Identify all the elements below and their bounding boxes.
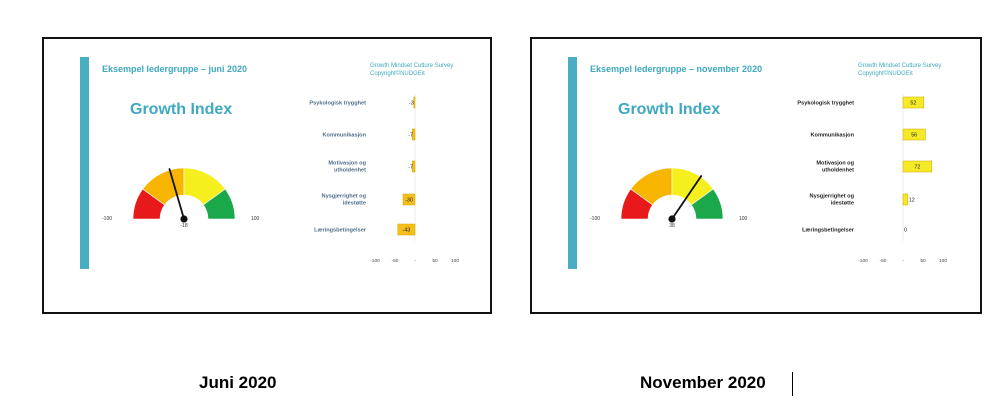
survey-copyright: Growth Mindset Culture Survey Copyright©… (370, 62, 453, 78)
bar-value-label: 56 (911, 133, 917, 139)
gauge-needle-hub (668, 215, 676, 223)
gauge-min-label: -100 (590, 216, 601, 222)
slide-title: Eksempel ledergruppe – juni 2020 (102, 64, 248, 74)
category-label: Nysgjerrighet og idestøtte (322, 194, 367, 207)
category-label: Læringsbetingelser (802, 228, 855, 234)
x-tick-label: -100 (370, 258, 380, 264)
bar-value-label: 0 (904, 228, 907, 234)
accent-side-bar (568, 57, 577, 269)
gauge-needle-hub (180, 215, 188, 223)
gauge-max-label: 100 (251, 216, 260, 222)
bar (902, 160, 933, 173)
survey-copyright: Growth Mindset Culture Survey Copyright©… (858, 62, 941, 78)
accent-side-bar (80, 57, 89, 269)
category-label: Psykologisk trygghet (797, 101, 854, 107)
category-label: Nysgjerrighet og idestøtte (810, 194, 855, 207)
text-cursor (792, 372, 793, 396)
gauge-band-3 (202, 188, 236, 220)
bar (411, 160, 416, 173)
gauge-value-label: 38 (669, 223, 675, 229)
growth-index-gauge (132, 167, 236, 223)
gauge-value-label: -18 (180, 223, 188, 229)
gauge-title: Growth Index (130, 101, 233, 118)
caption-november: November 2020 (640, 373, 766, 392)
gauge-needle (671, 175, 703, 220)
dimension-bar-chart: Psykologisk trygghet -3 Kommunikasjon -7 Mot… (309, 94, 459, 264)
x-tick-label: 100 (451, 258, 459, 264)
x-tick-label: 50 (920, 258, 926, 264)
copyright-text: Copyright©NUDGEit (858, 71, 913, 77)
slide-november: Eksempel ledergruppe – november 2020 Gro… (530, 37, 982, 314)
bar-value-label: -3 (409, 101, 414, 107)
slide-juni: Eksempel ledergruppe – juni 2020 Growth … (42, 37, 492, 314)
gauge-max-label: 100 (739, 216, 748, 222)
bar-value-label: 72 (914, 165, 920, 171)
gauge-needle (168, 168, 185, 220)
x-tick-label: -100 (858, 258, 868, 264)
gauge-min-label: -100 (102, 216, 113, 222)
bar (413, 96, 416, 109)
bar-value-label: 52 (910, 101, 916, 107)
bar-value-label: -30 (405, 198, 413, 204)
caption-juni: Juni 2020 (199, 373, 277, 392)
bar (411, 128, 416, 141)
category-label: Kommunikasjon (810, 133, 854, 139)
survey-name: Growth Mindset Culture Survey (370, 63, 454, 69)
x-tick-label: 50 (432, 258, 438, 264)
gauge-band-3 (690, 188, 724, 220)
category-label: Læringsbetingelser (314, 228, 367, 234)
x-tick-label: -50 (880, 258, 887, 264)
category-label: Motivasjon og utholdenhet (816, 161, 854, 174)
bar (902, 128, 926, 141)
x-tick-label: -50 (392, 258, 399, 264)
survey-name: Growth Mindset Culture Survey (858, 63, 942, 69)
category-label: Kommunikasjon (322, 133, 366, 139)
gauge-title: Growth Index (618, 101, 721, 118)
growth-index-gauge (620, 167, 724, 223)
copyright-text: Copyright©NUDGEit (370, 71, 425, 77)
bar-value-label: -43 (403, 228, 411, 234)
slide-title: Eksempel ledergruppe – november 2020 (590, 64, 763, 74)
category-label: Motivasjon og utholdenhet (328, 161, 366, 174)
dimension-bar-chart: Psykologisk trygghet 52 Kommunikasjon 56 Mot… (797, 94, 947, 264)
category-label: Psykologisk trygghet (309, 101, 366, 107)
bar-value-label: -7 (408, 133, 413, 139)
x-tick-label: - (902, 259, 904, 264)
bar (902, 96, 925, 109)
bar-value-label: 12 (909, 198, 915, 204)
x-tick-label: - (414, 259, 416, 264)
x-tick-label: 100 (939, 258, 947, 264)
bar (902, 193, 909, 206)
bar (397, 223, 416, 236)
bar (402, 193, 416, 206)
bar-value-label: -7 (408, 165, 413, 171)
